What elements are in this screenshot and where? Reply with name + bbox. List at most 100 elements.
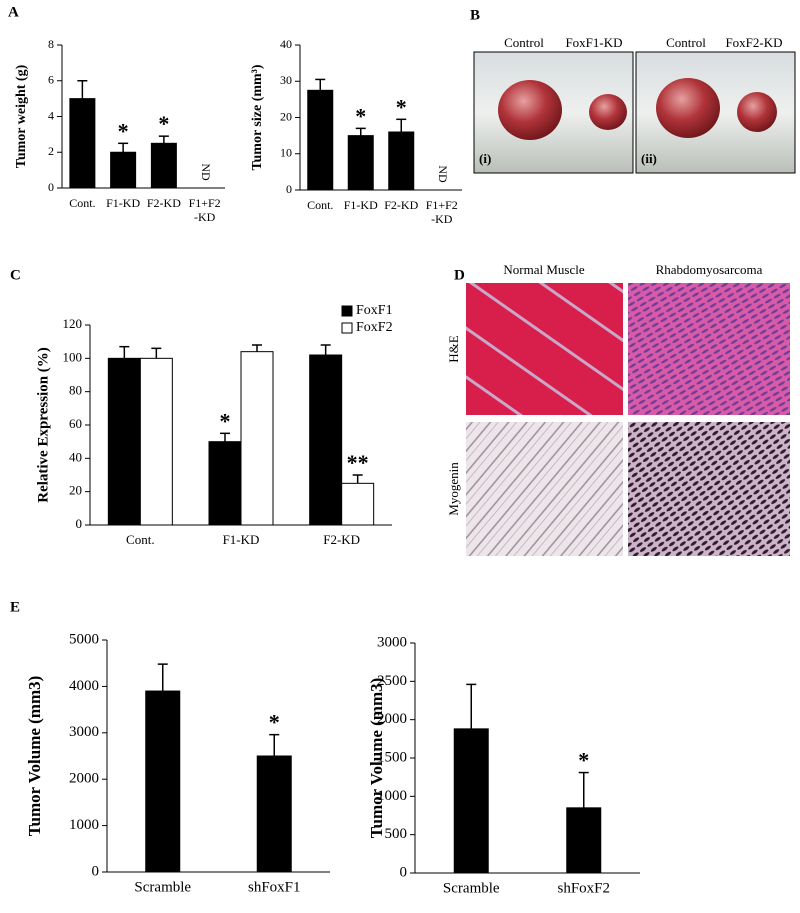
y-tick-label: 10 (280, 146, 292, 160)
histology-image (628, 422, 790, 556)
panel-label: A (8, 4, 19, 20)
annotation: * (578, 748, 589, 773)
annotation: * (269, 710, 280, 735)
y-tick-label: 40 (69, 449, 82, 464)
photo-label: FoxF1-KD (565, 35, 622, 50)
column-label: Normal Muscle (503, 262, 584, 277)
x-tick-label: F2-KD (384, 198, 418, 212)
row-label: H&E (446, 335, 461, 363)
y-tick-label: 2 (48, 144, 54, 158)
column-label: Rhabdomyosarcoma (656, 262, 763, 277)
y-axis-label: Tumor Volume (mm3) (367, 678, 386, 839)
y-tick-label: 500 (385, 826, 408, 842)
y-tick-label: 0 (92, 863, 100, 879)
histology-image (466, 283, 623, 415)
y-tick-label: 0 (400, 864, 408, 880)
annotation: ND (436, 165, 450, 183)
x-tick-label: Cont. (307, 198, 333, 212)
x-tick-label: F1+F2 -KD (426, 198, 458, 226)
legend-swatch (341, 322, 353, 334)
annotation: * (355, 103, 366, 128)
row-label: Myogenin (446, 462, 461, 516)
y-tick-label: 1000 (69, 817, 99, 833)
y-tick-label: 100 (63, 349, 83, 364)
y-tick-label: 0 (48, 180, 54, 194)
x-tick-label: F1-KD (344, 198, 378, 212)
x-tick-label: Cont. (126, 532, 155, 547)
tumor (737, 92, 777, 132)
tumor (656, 78, 720, 138)
x-tick-label: F1+F2 -KD (189, 196, 221, 224)
bar (453, 728, 489, 874)
y-tick-label: 1500 (377, 749, 407, 765)
x-tick-label: shFoxF1 (248, 879, 301, 895)
tumor (498, 80, 562, 140)
x-tick-label: Scramble (443, 880, 500, 896)
y-tick-label: 6 (48, 73, 54, 87)
annotation: * (118, 118, 129, 143)
y-tick-label: 80 (69, 383, 82, 398)
y-axis-label: Tumor size (mm³) (250, 64, 265, 170)
bar (307, 89, 334, 191)
y-tick-label: 3000 (377, 634, 407, 650)
bar (347, 135, 374, 191)
tumor (589, 94, 627, 130)
x-tick-label: F1-KD (106, 196, 140, 210)
y-tick-label: 2500 (377, 673, 407, 689)
x-tick-label: Scramble (134, 879, 191, 895)
x-tick-label: F1-KD (223, 532, 260, 547)
legend-label: FoxF2 (356, 320, 393, 335)
x-tick-label: F2-KD (147, 196, 181, 210)
y-tick-label: 120 (63, 316, 83, 331)
photo-tag: (i) (479, 151, 491, 166)
bar (309, 354, 343, 526)
y-tick-label: 4000 (69, 678, 99, 694)
panel-label: D (454, 267, 465, 283)
x-tick-label: Cont. (69, 196, 95, 210)
bar (150, 142, 177, 189)
y-axis-label: Relative Expression (%) (35, 347, 51, 503)
annotation: * (396, 94, 407, 119)
panel-label: B (470, 7, 480, 23)
y-tick-label: 60 (69, 416, 82, 431)
bar (388, 131, 415, 191)
annotation: ** (347, 450, 369, 475)
annotation: * (158, 111, 169, 136)
bar (341, 482, 375, 526)
bar (208, 441, 242, 526)
y-tick-label: 30 (280, 73, 292, 87)
legend-swatch (341, 305, 353, 317)
y-tick-label: 2000 (69, 771, 99, 787)
y-tick-label: 40 (280, 37, 292, 51)
bar (139, 357, 173, 526)
photo-label: FoxF2-KD (725, 35, 782, 50)
bar (145, 690, 181, 873)
y-tick-label: 3000 (69, 724, 99, 740)
y-axis-label: Tumor weight (g) (14, 64, 29, 168)
y-tick-label: 8 (48, 37, 54, 51)
y-tick-label: 2000 (377, 711, 407, 727)
panel-label: E (10, 599, 20, 615)
y-tick-label: 20 (280, 109, 292, 123)
x-tick-label: shFoxF2 (557, 880, 610, 896)
bar (107, 357, 141, 526)
histology-image (628, 283, 790, 415)
bar (240, 351, 274, 526)
y-tick-label: 1000 (377, 788, 407, 804)
y-tick-label: 4 (48, 108, 54, 122)
y-tick-label: 0 (76, 516, 83, 531)
annotation: * (220, 408, 231, 433)
y-axis-label: Tumor Volume (mm3) (25, 676, 44, 837)
panel-label: C (10, 267, 21, 283)
y-tick-label: 0 (286, 182, 292, 196)
histology-image (466, 422, 623, 556)
x-tick-label: F2-KD (323, 532, 360, 547)
annotation: ND (199, 163, 213, 181)
y-tick-label: 20 (69, 483, 82, 498)
photo-tag: (ii) (641, 151, 657, 166)
legend-label: FoxF1 (356, 303, 393, 318)
bar (110, 151, 137, 189)
photo-label: Control (504, 35, 544, 50)
photo-label: Control (666, 35, 706, 50)
